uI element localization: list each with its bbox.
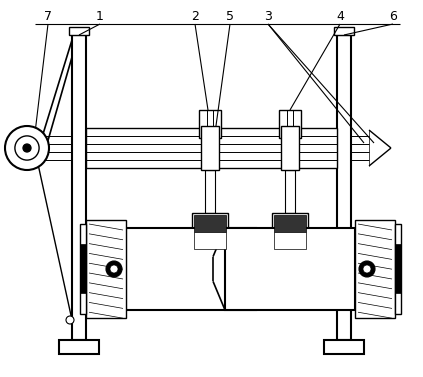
Text: 3: 3 — [264, 9, 272, 23]
Circle shape — [363, 265, 371, 273]
Circle shape — [23, 144, 31, 152]
Bar — [59, 340, 99, 354]
Bar — [86, 128, 337, 168]
Bar — [272, 213, 308, 251]
Text: 2: 2 — [191, 9, 199, 23]
Text: 4: 4 — [336, 9, 344, 23]
Bar — [194, 215, 226, 232]
Bar — [279, 110, 301, 138]
Bar — [194, 232, 226, 249]
Bar — [274, 215, 306, 232]
Bar — [285, 170, 295, 213]
Bar — [281, 126, 299, 170]
Text: 6: 6 — [389, 9, 397, 23]
Bar — [80, 244, 86, 293]
Circle shape — [5, 126, 49, 170]
Bar — [86, 220, 126, 318]
Bar — [337, 35, 351, 340]
Bar — [69, 27, 89, 35]
Bar — [324, 340, 364, 354]
Circle shape — [359, 261, 375, 277]
Bar — [334, 27, 354, 35]
Bar — [192, 213, 228, 251]
Bar — [126, 228, 256, 310]
Circle shape — [66, 316, 74, 324]
Text: 7: 7 — [44, 9, 52, 23]
Text: 5: 5 — [226, 9, 234, 23]
Text: 1: 1 — [96, 9, 104, 23]
Bar — [225, 228, 355, 310]
Circle shape — [15, 136, 39, 160]
Bar — [395, 224, 401, 314]
Bar — [201, 126, 219, 170]
Bar — [199, 110, 221, 138]
Bar — [72, 35, 86, 340]
Bar — [355, 220, 395, 318]
Bar — [80, 224, 86, 314]
Bar — [395, 244, 401, 293]
Bar — [274, 232, 306, 249]
Circle shape — [110, 265, 118, 273]
Bar — [205, 170, 215, 213]
Circle shape — [106, 261, 122, 277]
